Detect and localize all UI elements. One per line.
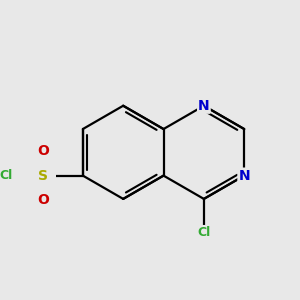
Text: S: S xyxy=(38,169,48,183)
Text: N: N xyxy=(238,169,250,183)
Text: N: N xyxy=(198,99,210,113)
Text: Cl: Cl xyxy=(0,169,13,182)
Text: O: O xyxy=(37,144,49,158)
Text: O: O xyxy=(37,193,49,207)
Text: Cl: Cl xyxy=(197,226,211,239)
